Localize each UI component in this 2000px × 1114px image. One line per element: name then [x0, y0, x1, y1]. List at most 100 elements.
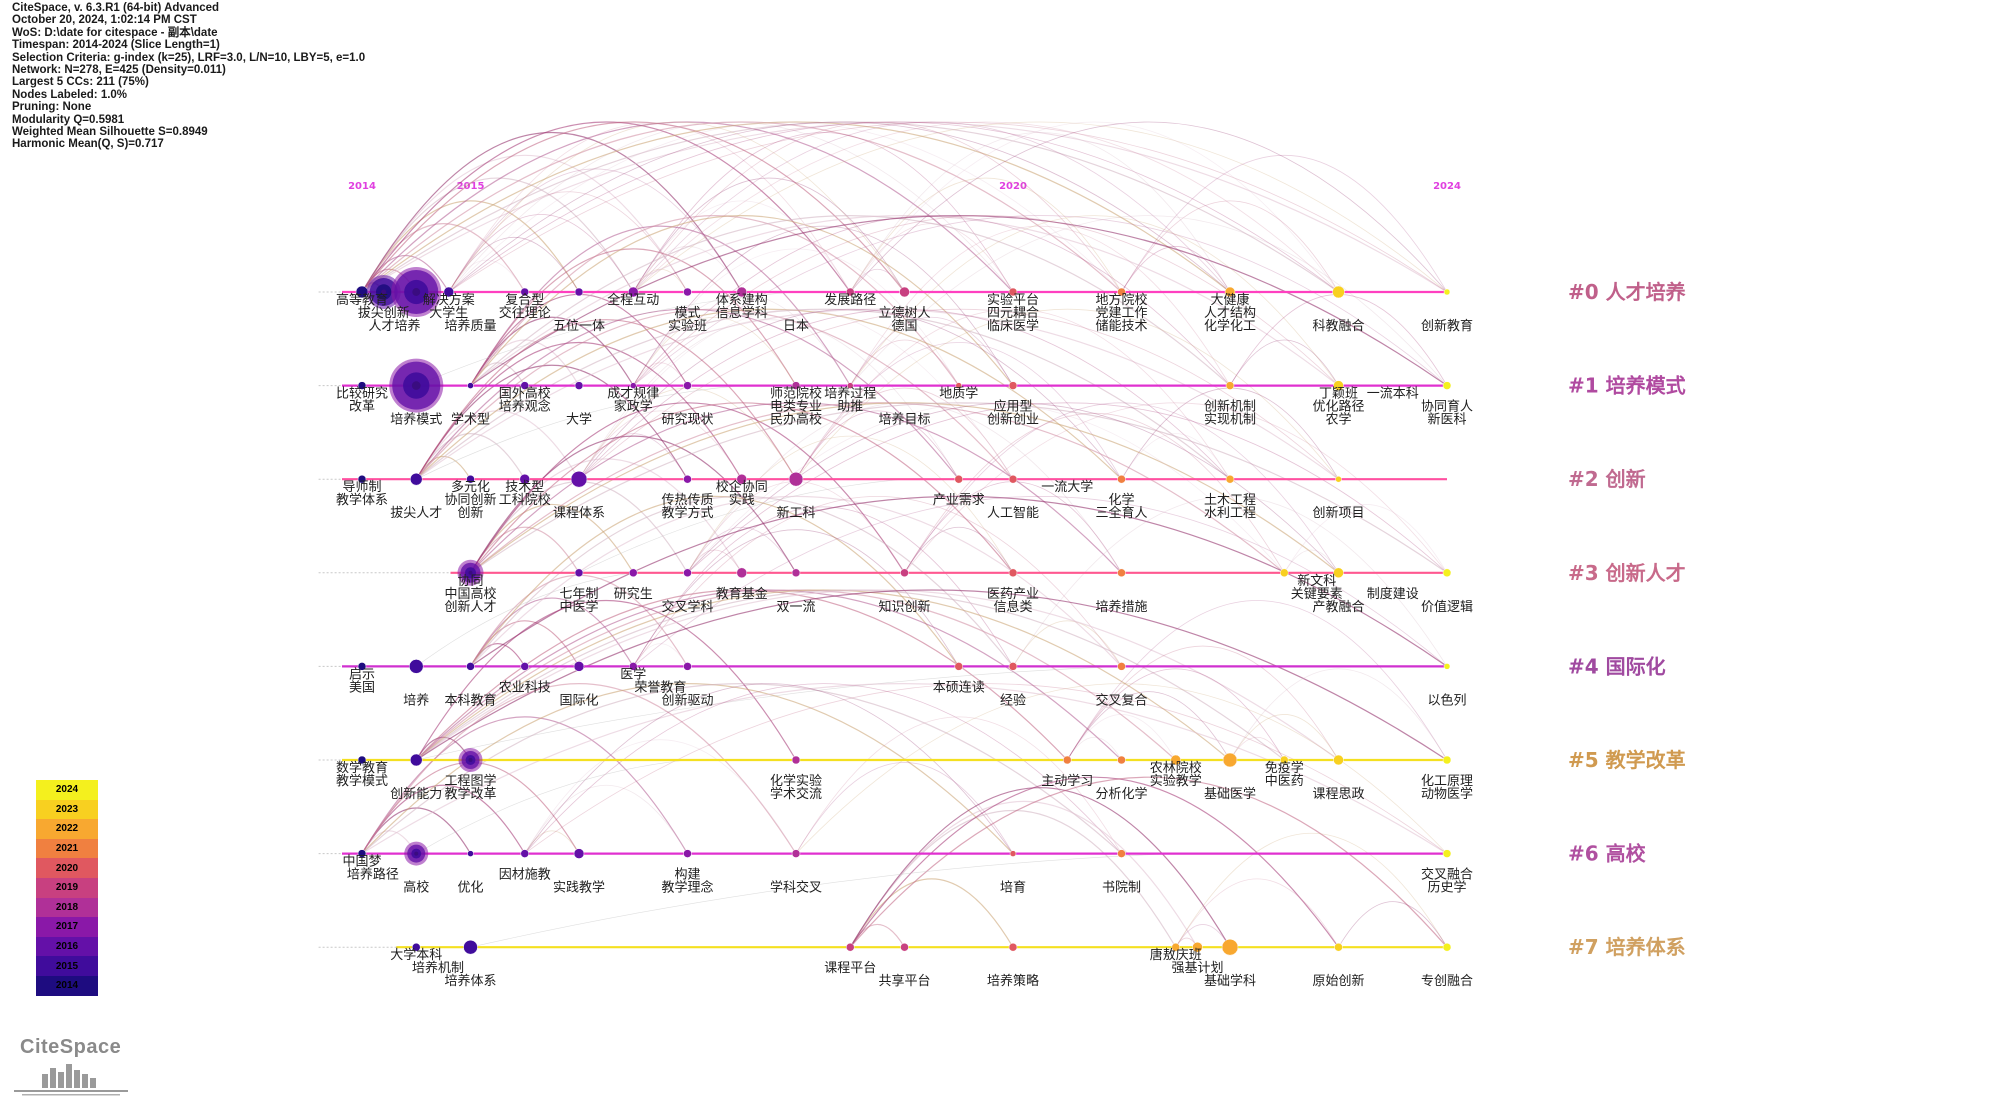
keyword-node-core	[414, 851, 419, 856]
legend-year-swatch: 2023	[36, 799, 98, 820]
keyword-label: 校企协同	[716, 479, 768, 495]
link-arc	[849, 800, 1198, 948]
keyword-label: 新医科	[1427, 412, 1466, 428]
keyword-node	[683, 662, 692, 671]
keyword-node	[357, 474, 367, 484]
keyword-node	[1192, 941, 1203, 953]
keyword-label: 创新机制	[1204, 399, 1256, 415]
link-arc	[448, 191, 688, 293]
keyword-node	[900, 942, 909, 952]
info-line: Weighted Mean Silhouette S=0.8949	[12, 126, 208, 139]
keyword-label: 解决方案	[423, 292, 475, 308]
keyword-label: 化学化工	[1204, 318, 1256, 334]
keyword-label: 日本	[783, 319, 809, 334]
keyword-label: 唐敖庆班	[1150, 947, 1202, 963]
keyword-label: 培养	[403, 692, 429, 708]
keyword-node	[466, 662, 475, 671]
keyword-label: 创新驱动	[661, 692, 713, 708]
link-arc	[795, 308, 1339, 480]
keyword-label: 教育基金	[716, 586, 768, 602]
keyword-label: 技术型	[505, 480, 544, 495]
cross-link	[416, 759, 688, 854]
keyword-node	[736, 473, 747, 485]
cluster-labels: #0 人才培养 #1 培养模式 #2 创新 #3 创新人才 #4 国际化 #5 教学改革 #…	[1568, 280, 1686, 959]
keyword-label: 新工科	[776, 505, 815, 521]
link-arc	[470, 215, 1014, 386]
link-arc	[849, 121, 1448, 293]
keyword-label: 培养观念	[499, 399, 551, 415]
link-arc	[632, 246, 743, 293]
link-arc	[470, 215, 1231, 387]
keyword-label: 实践	[729, 493, 755, 508]
keyword-label: 党建工作	[1095, 306, 1147, 321]
keyword-node	[1443, 288, 1451, 296]
legend-year-swatch: 2021	[36, 838, 98, 859]
cluster-label: #7 培养体系	[1568, 935, 1686, 959]
link-arc	[524, 739, 797, 854]
link-arc	[849, 215, 1448, 386]
keyword-node	[1008, 287, 1018, 297]
link-arc	[1229, 294, 1448, 386]
cluster-label: #2 创新	[1568, 467, 1646, 491]
link-arc	[687, 402, 1448, 574]
keyword-node	[791, 381, 801, 390]
link-arc	[1066, 714, 1177, 761]
keyword-node	[736, 286, 747, 298]
link-arc	[448, 121, 1122, 293]
keyword-label: 地质学	[939, 386, 978, 402]
keyword-node	[629, 568, 638, 578]
keyword-node	[1008, 662, 1018, 671]
link-arc	[904, 526, 1014, 574]
keyword-label: 医学	[620, 666, 646, 682]
keyword-label: 启示	[349, 667, 375, 682]
keyword-label: 人才培养	[369, 318, 421, 334]
year-tick-label: 2020	[999, 181, 1027, 192]
link-arc	[448, 259, 526, 293]
year-tick-label: 2024	[1433, 181, 1461, 192]
cross-link	[470, 853, 1176, 948]
keyword-node	[683, 287, 692, 297]
link-arc	[470, 402, 1448, 574]
link-arc	[632, 362, 688, 386]
info-line: WoS: D:\date for citespace - 副本\date	[12, 26, 218, 39]
keyword-label: 本硕连读	[933, 679, 985, 695]
keyword-label: 大学生	[429, 305, 468, 321]
keyword-label: 研究现状	[661, 413, 713, 428]
keyword-label: 五位一体	[553, 319, 605, 334]
keyword-label: 主动学习	[1041, 773, 1093, 789]
keyword-node	[520, 662, 529, 671]
link-arc	[470, 402, 1122, 574]
link-arc	[632, 317, 797, 386]
keyword-node	[1008, 942, 1018, 952]
keyword-label: 新文科	[1297, 573, 1336, 589]
link-arc	[415, 600, 797, 761]
link-arc	[578, 387, 797, 480]
link-arc	[448, 121, 1339, 293]
keyword-label: 经验	[1000, 692, 1026, 708]
link-arc	[469, 620, 580, 667]
keyword-label: 教学理念	[661, 880, 713, 896]
keyword-node	[519, 473, 530, 485]
keyword-node	[1334, 942, 1343, 952]
info-line: Pruning: None	[12, 101, 92, 114]
link-arc	[361, 154, 689, 293]
link-arc	[795, 387, 1014, 480]
legend-year-swatch: 2022	[36, 819, 98, 839]
keyword-node	[443, 286, 455, 298]
link-arc	[448, 121, 1448, 293]
keyword-label: 双一流	[776, 600, 815, 615]
keyword-label: 产教融合	[1312, 599, 1364, 615]
keyword-label: 工科院校	[499, 492, 551, 508]
link-arc	[1175, 878, 1339, 948]
keyword-label: 大健康	[1210, 292, 1249, 308]
link-arc	[470, 495, 1448, 667]
keyword-label: 培养质量	[444, 318, 496, 334]
keyword-label: 国际化	[559, 693, 598, 708]
keyword-label: 化学	[1108, 492, 1134, 508]
link-arc	[1229, 339, 1339, 386]
keyword-label: 书院制	[1102, 881, 1141, 896]
link-arc	[415, 308, 960, 480]
link-arc	[578, 309, 1014, 480]
link-arc	[904, 402, 1448, 574]
keyword-label: 传热传质	[661, 493, 713, 508]
